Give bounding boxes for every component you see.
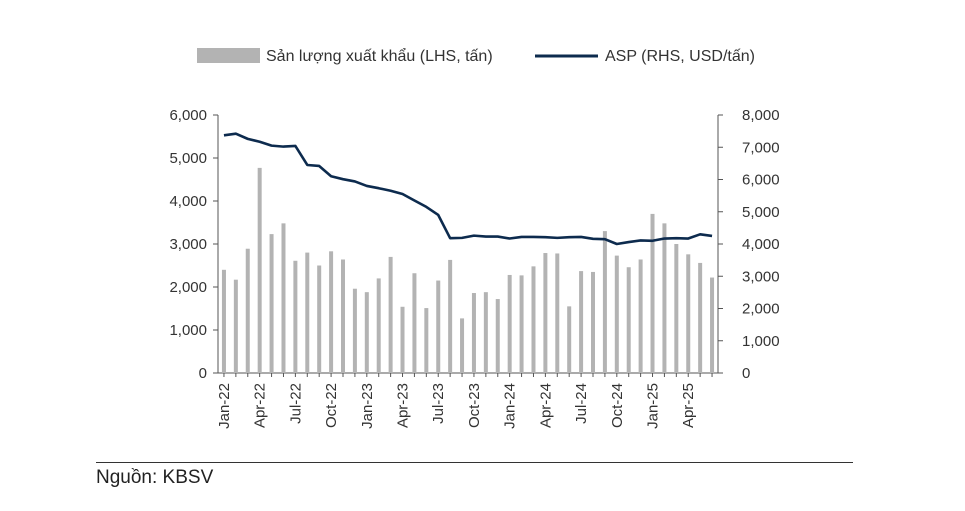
right-tick-label: 6,000	[742, 172, 780, 189]
bar	[221, 269, 226, 373]
line-series-asp	[223, 132, 713, 246]
bar	[579, 271, 584, 373]
x-tick-label: Apr-24	[537, 383, 554, 428]
bar	[471, 293, 476, 373]
bar	[638, 259, 643, 373]
bar-series-volume	[221, 167, 715, 373]
x-tick-label: Jan-25	[645, 383, 662, 429]
x-tick-label: Jul-23	[430, 383, 447, 424]
left-tick-label: 0	[199, 365, 207, 382]
source-note: Nguồn: KBSV	[96, 467, 214, 488]
bar	[710, 277, 715, 373]
bar	[376, 278, 381, 373]
left-tick-label: 1,000	[169, 322, 207, 339]
x-tick-label: Jan-24	[502, 383, 519, 429]
bar	[519, 275, 524, 373]
axes	[217, 115, 719, 374]
x-tick-label: Apr-22	[252, 383, 269, 428]
bar	[460, 318, 465, 373]
right-tick-label: 8,000	[742, 107, 780, 124]
bar	[567, 306, 572, 373]
bar	[626, 267, 631, 373]
bar	[543, 253, 548, 373]
bar	[317, 265, 322, 373]
right-tick-label: 5,000	[742, 204, 780, 221]
bar	[507, 274, 512, 373]
bar	[650, 213, 655, 373]
bar	[412, 273, 417, 373]
x-tick-label: Oct-22	[323, 383, 340, 428]
x-tick-label: Jan-23	[359, 383, 376, 429]
legend: Sản lượng xuất khẩu (LHS, tấn) ASP (RHS,…	[197, 47, 755, 65]
left-axis-ticks: 0 1,000 2,000 3,000 4,000 5,000 6,000	[169, 107, 218, 382]
left-tick-label: 3,000	[169, 236, 207, 253]
x-axis-ticks: Jan-22 Apr-22 Jul-22 Oct-22 Jan-23 Apr-23 Jul-…	[216, 373, 713, 429]
bar	[448, 259, 453, 373]
bar	[555, 253, 560, 373]
right-tick-label: 3,000	[742, 268, 780, 285]
left-tick-label: 2,000	[169, 279, 207, 296]
bar	[674, 244, 679, 373]
x-tick-label: Oct-24	[609, 383, 626, 428]
x-tick-label: Jul-22	[287, 383, 304, 424]
bar	[591, 271, 595, 373]
bar	[269, 234, 274, 373]
x-tick-label: Apr-25	[680, 383, 697, 428]
bar	[698, 262, 703, 373]
source-divider	[96, 462, 853, 463]
left-tick-label: 4,000	[169, 193, 207, 210]
right-tick-label: 2,000	[742, 301, 780, 318]
bar	[388, 256, 393, 373]
bar	[245, 248, 250, 373]
x-tick-label: Jul-24	[573, 383, 590, 424]
bar	[341, 259, 345, 373]
bar	[305, 252, 310, 373]
left-tick-label: 6,000	[169, 107, 207, 124]
x-tick-label: Oct-23	[466, 383, 483, 428]
bar	[662, 223, 667, 373]
bar	[293, 260, 298, 373]
legend-swatch-volume	[197, 48, 260, 63]
right-tick-label: 4,000	[742, 236, 780, 253]
bar	[329, 251, 334, 373]
right-tick-label: 1,000	[742, 333, 780, 350]
bar	[257, 167, 262, 373]
bar	[424, 308, 429, 373]
bar	[364, 292, 369, 373]
right-tick-label: 0	[742, 365, 750, 382]
bar	[281, 223, 286, 373]
bar	[531, 266, 536, 373]
bar	[495, 299, 500, 373]
asp-line	[223, 132, 713, 246]
left-tick-label: 5,000	[169, 150, 207, 167]
legend-label-asp: ASP (RHS, USD/tấn)	[605, 48, 755, 65]
bar	[400, 306, 405, 373]
bar	[602, 231, 607, 373]
bar	[686, 254, 691, 373]
x-tick-label: Apr-23	[395, 383, 412, 428]
bar	[436, 280, 441, 373]
bar	[233, 279, 238, 373]
right-axis-ticks: 0 1,000 2,000 3,000 4,000 5,000 6,000 7,000 8,00…	[718, 107, 780, 382]
legend-label-volume: Sản lượng xuất khẩu (LHS, tấn)	[266, 47, 493, 65]
right-tick-label: 7,000	[742, 139, 780, 156]
bar	[352, 288, 357, 373]
x-tick-label: Jan-22	[216, 383, 233, 429]
bar	[483, 292, 488, 373]
bar	[614, 255, 619, 373]
